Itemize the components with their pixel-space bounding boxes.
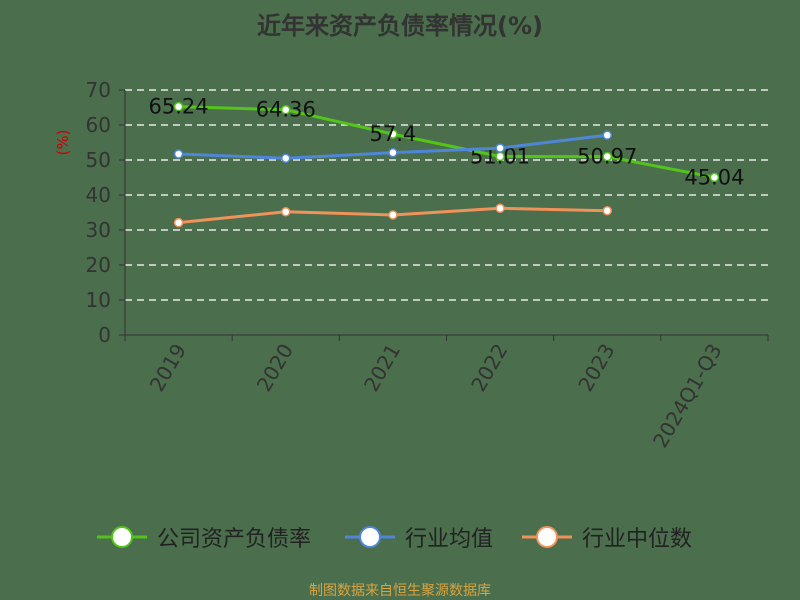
y-tick-label: 20 <box>86 253 111 277</box>
legend-marker <box>111 526 133 548</box>
data-point <box>602 151 612 162</box>
data-point <box>602 130 612 140</box>
y-tick-label: 30 <box>86 218 111 242</box>
data-point <box>281 104 291 115</box>
data-label: 50.97 <box>577 145 637 169</box>
legend-label: 行业中位数 <box>582 527 692 552</box>
y-tick-label: 70 <box>86 78 111 102</box>
data-point <box>281 207 291 217</box>
legend-label: 行业均值 <box>405 527 493 552</box>
data-label: 45.04 <box>684 165 744 189</box>
data-point <box>495 203 505 214</box>
data-point <box>602 206 612 216</box>
chart-title: 近年来资产负债率情况(%) <box>257 12 543 40</box>
y-tick-label: 50 <box>86 148 111 172</box>
y-axis-label: (%) <box>54 130 72 156</box>
legend-marker <box>359 526 381 548</box>
data-label: 65.24 <box>149 95 209 119</box>
data-label: 57.4 <box>370 122 417 146</box>
data-point <box>173 217 184 228</box>
data-label: 64.36 <box>256 98 316 122</box>
legend-label: 公司资产负债率 <box>157 527 311 552</box>
y-tick-label: 0 <box>98 323 111 347</box>
data-point <box>709 172 720 183</box>
x-tick-label: 2019 <box>145 340 191 396</box>
x-tick-label: 2021 <box>359 340 405 396</box>
data-point <box>388 147 398 158</box>
x-tick-label: 2020 <box>252 340 298 396</box>
source-footer: 制图数据来自恒生聚源数据库 <box>309 583 491 599</box>
data-point <box>495 143 505 153</box>
series-line <box>178 105 715 179</box>
x-tick-label: 2022 <box>466 340 512 396</box>
data-point <box>173 101 184 112</box>
x-tick-label: 2024Q1-Q3 <box>648 340 727 452</box>
legend-marker <box>536 526 558 548</box>
data-point <box>388 210 398 220</box>
data-point <box>173 149 184 159</box>
y-tick-label: 60 <box>86 113 111 137</box>
y-tick-label: 10 <box>86 288 111 312</box>
data-point <box>281 153 291 163</box>
data-point <box>388 129 398 139</box>
y-tick-label: 40 <box>86 183 111 207</box>
x-tick-label: 2023 <box>573 340 619 396</box>
